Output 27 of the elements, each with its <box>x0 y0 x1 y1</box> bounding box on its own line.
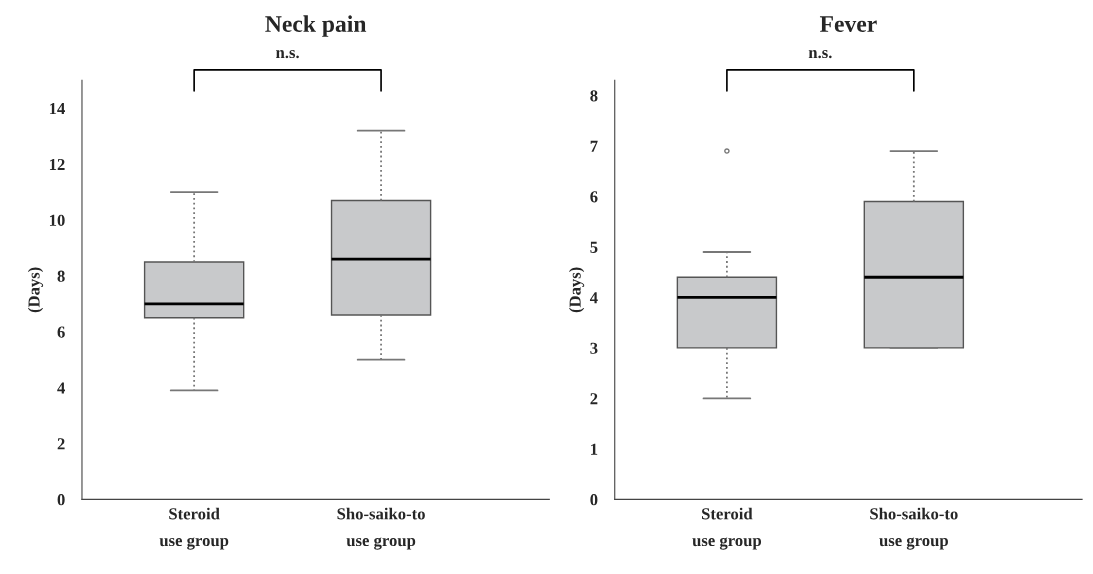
y-tick-label: 2 <box>590 393 598 405</box>
y-axis-title: (Days) <box>27 267 44 313</box>
y-tick-label: 5 <box>590 241 598 253</box>
y-tick-label: 0 <box>590 494 598 506</box>
y-tick-label: 10 <box>49 214 65 226</box>
y-tick-label: 4 <box>57 382 65 394</box>
y-tick-label: 6 <box>57 326 65 338</box>
y-tick-label: 8 <box>57 270 65 282</box>
text: n.s. <box>276 50 299 59</box>
y-tick-label: 7 <box>590 140 598 152</box>
y-tick-label: 0 <box>57 494 65 506</box>
chart-title: Fever <box>819 16 877 32</box>
x-tick-label: Sho-saiko-to use group <box>870 507 958 550</box>
x-tick-label: Steroid use group <box>159 507 229 550</box>
x-tick-label: Steroid use group <box>692 507 762 550</box>
y-tick-label: 2 <box>57 438 65 450</box>
y-axis-title: (Days) <box>569 267 585 313</box>
y-tick-label: 14 <box>49 103 65 115</box>
x-tick-label: Sho-saiko-to use group <box>337 507 425 550</box>
y-tick-label: 6 <box>590 191 598 203</box>
chart-title: Neck pain <box>265 15 367 37</box>
y-tick-label: 8 <box>590 90 598 102</box>
text: n.s. <box>808 50 832 59</box>
y-tick-label: 12 <box>49 158 65 170</box>
y-tick-label: 1 <box>591 443 598 455</box>
y-tick-label: 3 <box>590 342 598 354</box>
y-tick-label: 4 <box>589 292 598 304</box>
